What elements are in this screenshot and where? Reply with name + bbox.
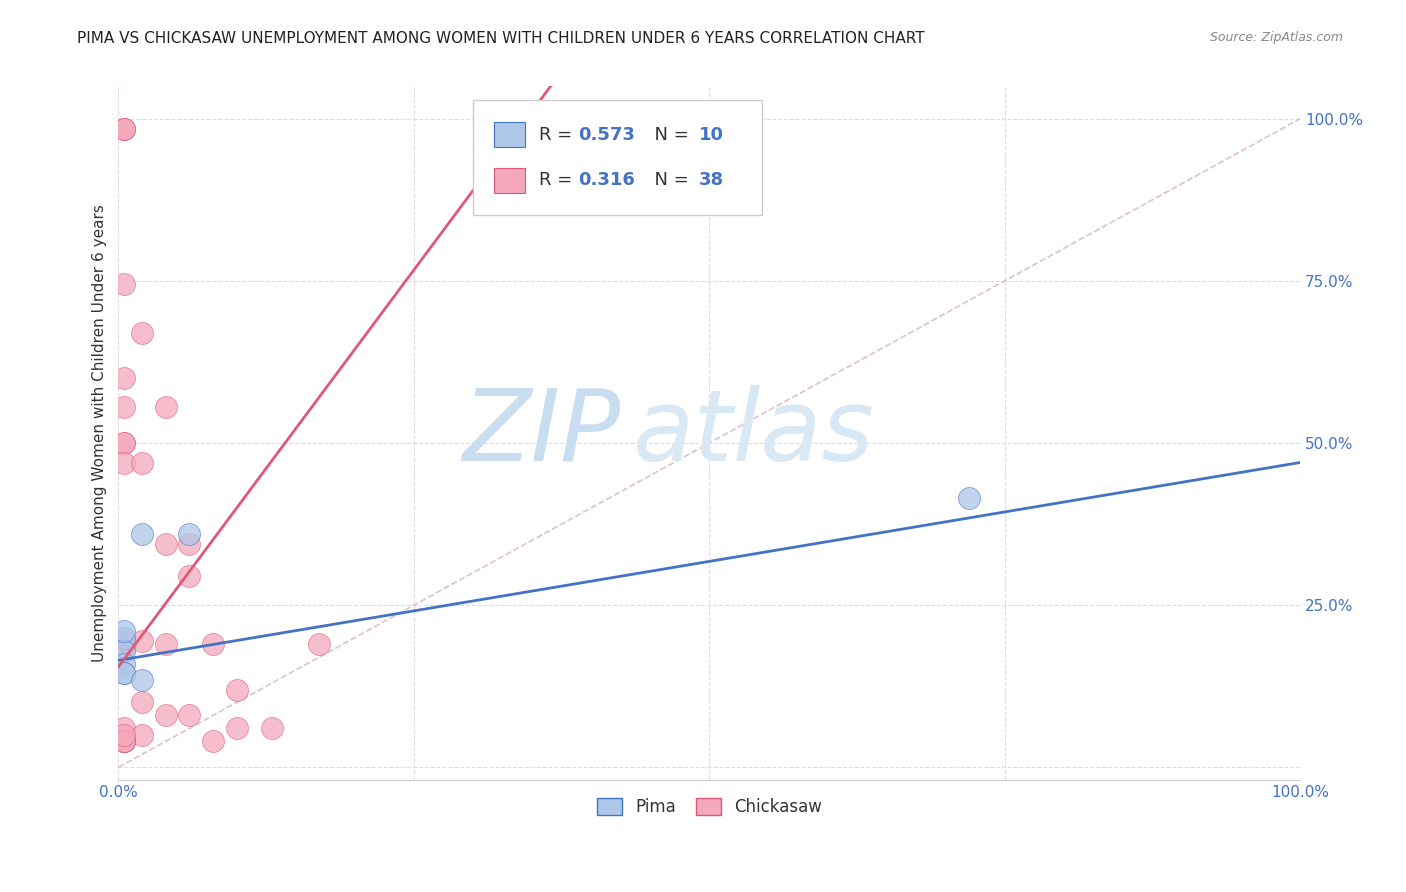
Point xyxy=(131,633,153,648)
Text: N =: N = xyxy=(643,126,695,144)
Text: R =: R = xyxy=(538,171,578,189)
Point xyxy=(112,456,135,470)
Point xyxy=(112,734,135,748)
Y-axis label: Unemployment Among Women with Children Under 6 years: Unemployment Among Women with Children U… xyxy=(93,204,107,662)
Point xyxy=(112,401,135,415)
Point xyxy=(112,734,135,748)
Point xyxy=(260,722,283,736)
Point xyxy=(112,624,135,639)
Text: atlas: atlas xyxy=(633,384,875,482)
Point xyxy=(112,277,135,292)
Point xyxy=(112,728,135,742)
Point xyxy=(112,643,135,657)
Point xyxy=(155,637,177,651)
Point xyxy=(112,436,135,450)
Point xyxy=(179,526,201,541)
Point xyxy=(201,637,224,651)
FancyBboxPatch shape xyxy=(472,100,762,215)
Point xyxy=(112,371,135,385)
Point xyxy=(112,734,135,748)
Point xyxy=(112,121,135,136)
Point xyxy=(112,640,135,655)
Point xyxy=(225,682,247,697)
Point xyxy=(201,734,224,748)
Point xyxy=(131,673,153,687)
Text: ZIP: ZIP xyxy=(463,384,620,482)
Text: 0.573: 0.573 xyxy=(578,126,636,144)
Point xyxy=(155,536,177,550)
Point xyxy=(179,536,201,550)
Point xyxy=(112,734,135,748)
Text: 0.316: 0.316 xyxy=(578,171,636,189)
Text: 10: 10 xyxy=(699,126,724,144)
Point xyxy=(131,326,153,340)
Point xyxy=(131,456,153,470)
Point xyxy=(112,722,135,736)
Point xyxy=(112,637,135,651)
Point xyxy=(225,722,247,736)
Point xyxy=(112,734,135,748)
Text: PIMA VS CHICKASAW UNEMPLOYMENT AMONG WOMEN WITH CHILDREN UNDER 6 YEARS CORRELATI: PIMA VS CHICKASAW UNEMPLOYMENT AMONG WOM… xyxy=(77,31,925,46)
FancyBboxPatch shape xyxy=(494,168,524,193)
Legend: Pima, Chickasaw: Pima, Chickasaw xyxy=(588,789,830,824)
Text: 38: 38 xyxy=(699,171,724,189)
Point xyxy=(179,708,201,723)
Point xyxy=(112,734,135,748)
Point xyxy=(131,728,153,742)
Point xyxy=(957,491,980,506)
Text: Source: ZipAtlas.com: Source: ZipAtlas.com xyxy=(1209,31,1343,45)
FancyBboxPatch shape xyxy=(494,122,524,147)
Point xyxy=(112,631,135,645)
Point xyxy=(155,708,177,723)
Point xyxy=(155,401,177,415)
Point xyxy=(112,633,135,648)
Point xyxy=(179,569,201,583)
Point xyxy=(131,526,153,541)
Point xyxy=(308,637,330,651)
Point xyxy=(131,696,153,710)
Point xyxy=(112,121,135,136)
Point xyxy=(112,657,135,671)
Point xyxy=(112,436,135,450)
Text: N =: N = xyxy=(643,171,695,189)
Text: R =: R = xyxy=(538,126,578,144)
Point xyxy=(112,121,135,136)
Point xyxy=(112,666,135,681)
Point xyxy=(112,666,135,681)
